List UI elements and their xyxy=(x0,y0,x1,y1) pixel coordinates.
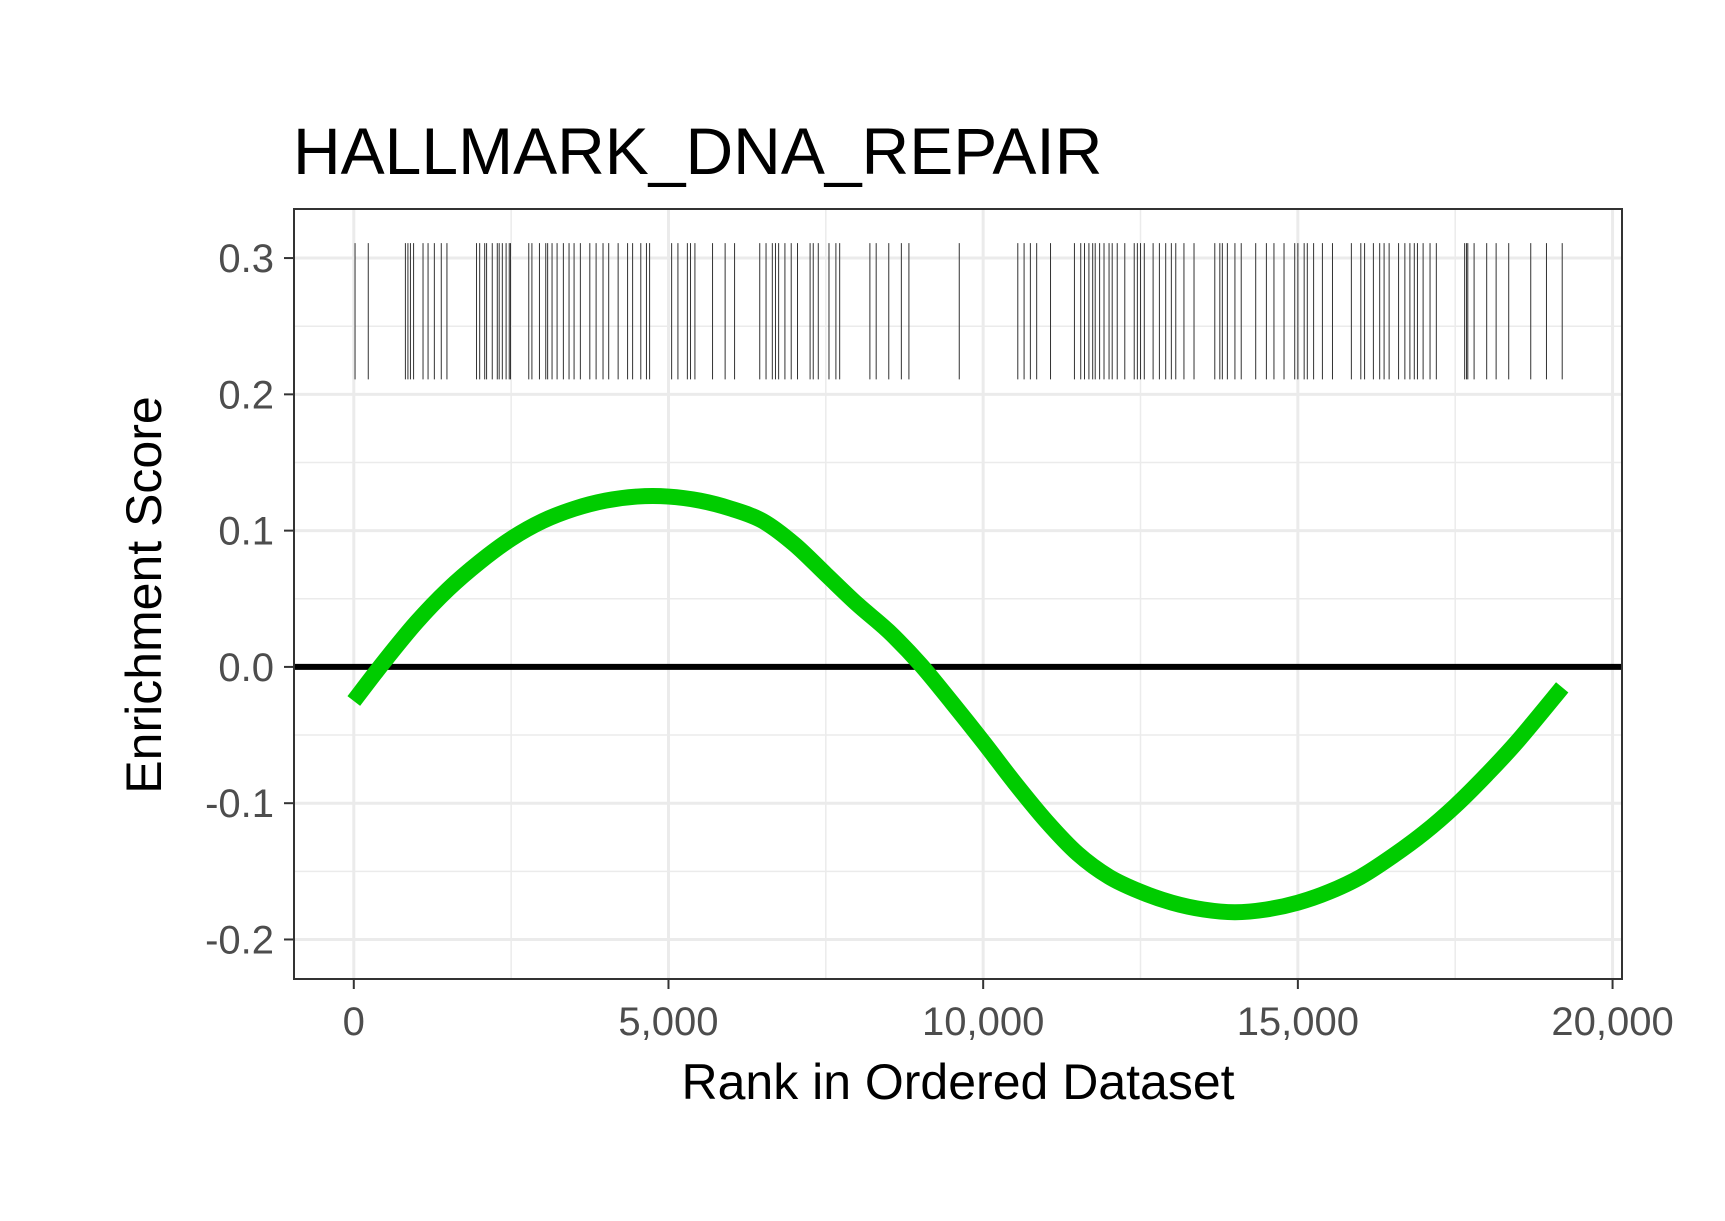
enrichment-score-curve xyxy=(347,488,1569,921)
y-axis-title: Enrichment Score xyxy=(116,396,172,793)
y-tick-label: 0.0 xyxy=(218,646,274,690)
chart-title: HALLMARK_DNA_REPAIR xyxy=(293,114,1102,188)
y-axis: -0.2 -0.1 0.0 0.1 0.2 0.3 xyxy=(205,237,294,962)
y-tick-label: 0.1 xyxy=(218,510,274,554)
x-tick-label: 20,000 xyxy=(1551,1000,1673,1044)
x-tick-label: 0 xyxy=(343,1000,365,1044)
y-tick-label: -0.1 xyxy=(205,782,274,826)
x-axis: 0 5,000 10,000 15,000 20,000 xyxy=(343,979,1674,1044)
x-axis-title: Rank in Ordered Dataset xyxy=(681,1054,1234,1110)
y-tick-label: 0.2 xyxy=(218,373,274,417)
y-tick-label: -0.2 xyxy=(205,918,274,962)
gene-hit-ticks xyxy=(354,243,1563,380)
plot-panel-border xyxy=(293,208,1623,980)
x-tick-label: 10,000 xyxy=(922,1000,1044,1044)
x-tick-label: 5,000 xyxy=(618,1000,718,1044)
y-tick-label: 0.3 xyxy=(218,237,274,281)
x-tick-label: 15,000 xyxy=(1237,1000,1359,1044)
